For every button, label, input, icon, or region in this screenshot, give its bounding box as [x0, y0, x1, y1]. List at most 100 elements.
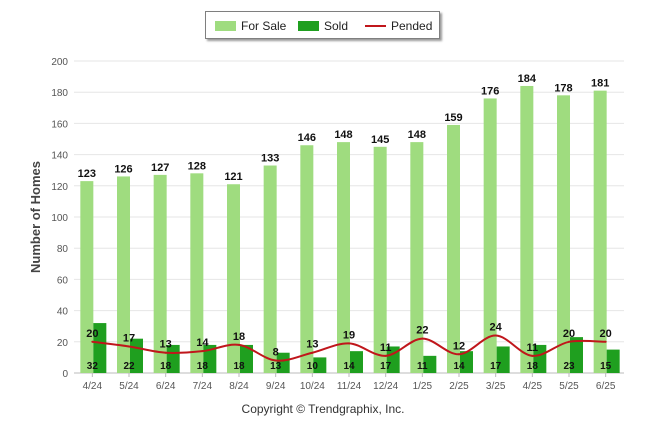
x-tick-label: 4/25 — [523, 381, 543, 392]
for-sale-bar — [483, 98, 497, 373]
x-tick-label: 6/24 — [156, 381, 176, 392]
for-sale-bar — [300, 145, 314, 373]
pended-value-label: 19 — [343, 329, 355, 341]
sold-value-label: 32 — [87, 361, 99, 372]
for-sale-value-label: 133 — [261, 153, 279, 165]
legend-label-pended: Pended — [391, 19, 433, 33]
for-sale-bar — [227, 184, 240, 373]
for-sale-value-label: 121 — [224, 171, 242, 183]
pended-value-label: 13 — [160, 339, 172, 351]
y-tick-label: 20 — [57, 338, 69, 349]
pended-value-label: 20 — [86, 328, 98, 340]
sold-bar — [203, 344, 217, 373]
for-sale-bar — [557, 95, 570, 373]
x-tick-label: 8/24 — [229, 381, 249, 392]
for-sale-value-label: 148 — [408, 129, 426, 141]
pended-value-label: 20 — [563, 328, 575, 340]
for-sale-bar — [117, 176, 130, 373]
pended-point — [201, 350, 204, 353]
x-tick-label: 4/24 — [83, 381, 103, 392]
sold-value-label: 10 — [307, 361, 319, 372]
y-tick-label: 160 — [51, 119, 68, 130]
sold-bar — [350, 351, 363, 373]
pended-value-label: 11 — [380, 342, 392, 354]
pended-point — [384, 354, 387, 357]
x-tick-label: 3/25 — [486, 381, 506, 392]
sold-value-label: 23 — [563, 361, 575, 372]
for-sale-swatch — [215, 21, 236, 31]
for-sale-value-label: 159 — [444, 112, 462, 124]
for-sale-bar — [447, 124, 460, 374]
sold-value-label: 15 — [600, 361, 612, 372]
for-sale-value-label: 184 — [518, 73, 537, 85]
sold-value-label: 18 — [197, 361, 209, 372]
legend-label-sold: Sold — [324, 19, 349, 33]
pended-point — [274, 359, 277, 362]
sold-value-label: 18 — [233, 361, 245, 372]
pended-point — [91, 340, 94, 343]
y-tick-label: 40 — [57, 307, 69, 318]
sold-bar — [606, 349, 620, 373]
x-tick-label: 7/24 — [193, 381, 213, 392]
pended-point — [311, 351, 314, 354]
sold-bar — [423, 355, 437, 373]
x-tick-label: 6/25 — [596, 381, 616, 392]
pended-value-label: 12 — [453, 340, 465, 352]
sold-value-label: 22 — [123, 361, 135, 372]
pended-swatch — [365, 25, 386, 27]
for-sale-bar — [153, 174, 167, 373]
for-sale-bar — [593, 90, 607, 373]
pended-line — [91, 334, 607, 362]
sold-bar — [276, 352, 290, 373]
y-tick-label: 60 — [57, 275, 69, 286]
y-tick-label: 80 — [57, 244, 69, 255]
for-sale-value-label: 148 — [334, 129, 352, 141]
legend-item-sold[interactable]: Sold — [298, 18, 348, 34]
for-sale-bar — [520, 85, 534, 374]
for-sale-value-label: 145 — [371, 134, 389, 146]
y-axis-title: Number of Homes — [28, 161, 43, 273]
x-tick-label: 2/25 — [449, 381, 469, 392]
for-sale-bar — [80, 181, 94, 373]
pended-point — [531, 354, 534, 357]
sold-bar — [93, 323, 107, 373]
sold-bar — [496, 346, 510, 373]
copyright-text: Copyright © Trendgraphix, Inc. — [241, 402, 405, 416]
for-sale-bar — [337, 142, 350, 373]
for-sale-bar — [190, 173, 204, 373]
pended-point — [348, 342, 350, 345]
sold-swatch — [298, 21, 319, 31]
x-tick-label: 1/25 — [413, 381, 433, 392]
pended-value-label: 20 — [600, 328, 612, 340]
y-tick-label: 140 — [51, 151, 68, 162]
for-sale-value-label: 176 — [481, 85, 499, 97]
pended-point — [604, 340, 607, 343]
sold-value-label: 17 — [380, 361, 392, 372]
pended-value-label: 11 — [527, 342, 539, 354]
x-axis: 4/24 5/24 6/24 7/24 8/24 9/24 10/24 11/24 12/24 1… — [83, 373, 616, 392]
for-sale-value-label: 127 — [151, 162, 169, 174]
x-tick-label: 9/24 — [266, 381, 286, 392]
x-tick-label: 11/24 — [337, 381, 362, 392]
pended-value-label: 13 — [306, 339, 318, 351]
pended-point — [238, 343, 240, 346]
pended-value-label: 14 — [196, 337, 209, 349]
sold-bar — [386, 346, 400, 373]
pended-point — [164, 351, 167, 354]
for-sale-value-label: 123 — [78, 168, 96, 180]
x-tick-label: 10/24 — [300, 381, 325, 392]
for-sale-value-label: 178 — [554, 82, 572, 94]
for-sale-value-label: 126 — [114, 163, 132, 175]
legend-item-for-sale[interactable]: For Sale — [215, 18, 286, 34]
for-sale-bar — [373, 146, 387, 373]
data-labels: 1233212622127181281812118133131461014814… — [78, 73, 612, 372]
y-tick-label: 180 — [51, 88, 68, 99]
sold-value-label: 14 — [343, 361, 355, 372]
y-tick-label: 0 — [62, 369, 68, 380]
x-tick-label: 12/24 — [373, 381, 398, 392]
sold-value-label: 17 — [490, 361, 502, 372]
sold-value-label: 13 — [270, 361, 282, 372]
legend-item-pended[interactable]: Pended — [365, 18, 432, 34]
sold-bar — [460, 351, 473, 373]
